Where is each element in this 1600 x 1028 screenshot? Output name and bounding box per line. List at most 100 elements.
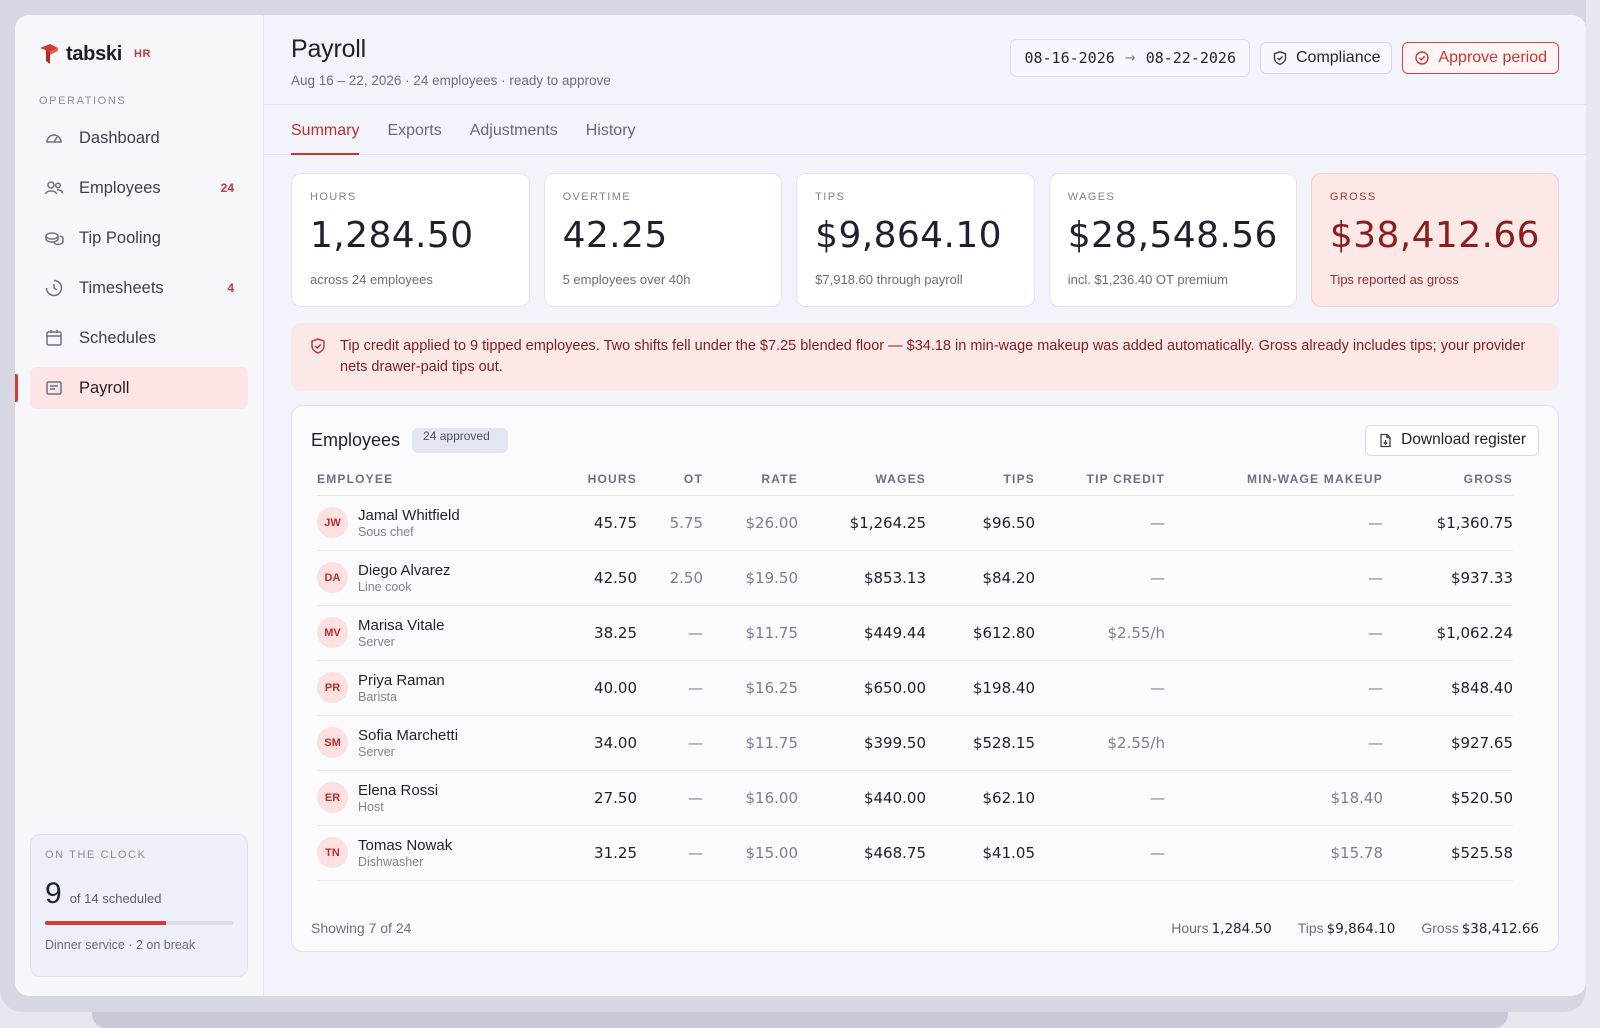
sidebar-item-schedules[interactable]: Schedules: [30, 317, 248, 359]
employees-panel-header: Employees 24 approved Download register: [292, 406, 1558, 456]
table-header-row: EMPLOYEE HOURS OT RATE WAGES TIPS TIP CR…: [317, 471, 1513, 496]
date-range-picker[interactable]: 08-16-2026 → 08-22-2026: [1010, 39, 1250, 77]
employees-table: EMPLOYEE HOURS OT RATE WAGES TIPS TIP CR…: [317, 471, 1513, 881]
sidebar-item-timesheets[interactable]: Timesheets 4: [30, 267, 248, 309]
employee-info: SM Sofia Marchetti Server: [317, 727, 537, 759]
employee-name[interactable]: Marisa Vitale: [358, 616, 445, 634]
on-the-clock-count: 9 of 14 scheduled: [45, 877, 233, 911]
employee-info: TN Tomas Nowak Dishwasher: [317, 837, 537, 869]
employees-count-badge: 24: [220, 181, 234, 195]
tab-history[interactable]: History: [585, 122, 636, 139]
cell-gross: $927.65: [1383, 715, 1513, 771]
column-header-employee[interactable]: EMPLOYEE: [317, 471, 537, 496]
approve-period-button[interactable]: Approve period: [1402, 42, 1559, 74]
cell-tip-credit: —: [1035, 495, 1165, 551]
total-gross-label: Gross: [1421, 920, 1459, 936]
sidebar-item-employees[interactable]: Employees 24: [30, 167, 248, 209]
employee-text: Sofia Marchetti Server: [358, 727, 458, 759]
cell-gross: $937.33: [1383, 550, 1513, 606]
clocked-in-count: 9: [45, 877, 62, 910]
avatar: TN: [317, 837, 348, 868]
cell-ot: —: [637, 770, 703, 826]
employee-name[interactable]: Tomas Nowak: [358, 836, 453, 854]
employee-name[interactable]: Diego Alvarez: [358, 561, 451, 579]
showing-count: Showing 7 of 24: [311, 920, 412, 936]
employee-name[interactable]: Sofia Marchetti: [358, 726, 459, 744]
compliance-button[interactable]: Compliance: [1260, 42, 1393, 74]
main-content: Payroll Aug 16 – 22, 2026 · 24 employees…: [264, 15, 1586, 996]
sidebar-item-label: Employees: [79, 178, 161, 197]
column-header-gross[interactable]: GROSS: [1383, 471, 1513, 496]
tip-credit-alert: Tip credit applied to 9 tipped employees…: [291, 323, 1559, 391]
approved-badge: 24 approved: [412, 427, 509, 453]
date-end: 08-22-2026: [1145, 49, 1236, 67]
employee-name[interactable]: Priya Raman: [358, 671, 445, 689]
kpi-subtext: $7,918.60 through payroll: [815, 272, 963, 287]
employee-cell: JW Jamal Whitfield Sous chef: [317, 495, 537, 551]
on-the-clock-card: ON THE CLOCK 9 of 14 scheduled Dinner se…: [30, 834, 248, 977]
column-header-tip-credit[interactable]: TIP CREDIT: [1035, 471, 1165, 496]
employee-cell: PR Priya Raman Barista: [317, 660, 537, 716]
cell-ot: —: [637, 715, 703, 771]
column-header-wages[interactable]: WAGES: [798, 471, 926, 496]
employee-name[interactable]: Jamal Whitfield: [358, 506, 460, 524]
cell-wages: $440.00: [798, 770, 926, 826]
cell-wages: $468.75: [798, 825, 926, 881]
table-row[interactable]: SM Sofia Marchetti Server 34.00— $11.75 $399.…: [317, 715, 1513, 771]
avatar: JW: [317, 507, 348, 538]
avatar: ER: [317, 782, 348, 813]
column-header-ot[interactable]: OT: [637, 471, 703, 496]
employee-role: Server: [358, 634, 395, 649]
employee-cell: MV Marisa Vitale Server: [317, 605, 537, 661]
column-header-min-wage-makeup[interactable]: MIN-WAGE MAKEUP: [1165, 471, 1383, 496]
sidebar-item-dashboard[interactable]: Dashboard: [30, 117, 248, 159]
cell-gross: $848.40: [1383, 660, 1513, 716]
table-row[interactable]: JW Jamal Whitfield Sous chef 45.75 5.75 $26.0…: [317, 495, 1513, 551]
table-row[interactable]: DA Diego Alvarez Line cook 42.50 2.50 $19.50 $…: [317, 550, 1513, 606]
table-row[interactable]: PR Priya Raman Barista 40.00— $16.25 $650.00 $…: [317, 660, 1513, 716]
tab-exports[interactable]: Exports: [387, 122, 442, 139]
cell-tips: $84.20: [926, 550, 1035, 606]
tab-adjustments[interactable]: Adjustments: [469, 122, 558, 139]
employee-text: Priya Raman Barista: [358, 672, 445, 704]
kpi-label: OVERTIME: [562, 191, 632, 203]
table-totals: Hours 1,284.50 Tips $9,864.10 Gross $38,412…: [1171, 920, 1539, 937]
total-tips-value: $9,864.10: [1326, 921, 1396, 937]
kpi-overtime: OVERTIME 42.25 5 employees over 40h: [543, 173, 783, 307]
cell-tip-credit: —: [1035, 550, 1165, 606]
download-register-button[interactable]: Download register: [1365, 424, 1539, 456]
clock-progress-fill: [45, 921, 166, 925]
table-row[interactable]: MV Marisa Vitale Server 38.25— $11.75 $449.44…: [317, 605, 1513, 661]
employee-name[interactable]: Elena Rossi: [358, 781, 439, 799]
cell-tips: $198.40: [926, 660, 1035, 716]
total-tips-label: Tips: [1297, 920, 1324, 936]
column-header-tips[interactable]: TIPS: [926, 471, 1035, 496]
cell-rate: $16.25: [703, 660, 798, 716]
cell-tip-credit: $2.55/h: [1035, 605, 1165, 661]
cell-tips: $612.80: [926, 605, 1035, 661]
kpi-label: TIPS: [815, 191, 846, 203]
employee-cell: ER Elena Rossi Host: [317, 770, 537, 826]
cell-hours: 45.75: [537, 495, 637, 551]
column-header-hours[interactable]: HOURS: [537, 471, 637, 496]
scheduled-count: of 14 scheduled: [69, 891, 162, 906]
cell-makeup: $18.40: [1165, 770, 1383, 826]
tab-summary[interactable]: Summary: [291, 105, 360, 155]
column-header-rate[interactable]: RATE: [703, 471, 798, 496]
table-row[interactable]: ER Elena Rossi Host 27.50— $16.00 $440.00 $62.…: [317, 770, 1513, 826]
cell-hours: 31.25: [537, 825, 637, 881]
employee-info: ER Elena Rossi Host: [317, 782, 537, 814]
cell-tips: $528.15: [926, 715, 1035, 771]
employee-role: Host: [358, 799, 384, 814]
sidebar-item-payroll[interactable]: Payroll: [15, 367, 248, 409]
table-row[interactable]: TN Tomas Nowak Dishwasher 31.25— $15.00 $468.…: [317, 825, 1513, 881]
shield-check-icon: [1273, 51, 1287, 66]
file-download-icon: [1380, 433, 1391, 447]
brand[interactable]: tabski HR: [30, 39, 248, 69]
cell-ot: 2.50: [637, 550, 703, 606]
kpi-tips: TIPS $9,864.10 $7,918.60 through payroll: [796, 173, 1035, 307]
cell-rate: $15.00: [703, 825, 798, 881]
calendar-icon: [44, 328, 64, 348]
cell-hours: 38.25: [537, 605, 637, 661]
sidebar-item-tip-pooling[interactable]: Tip Pooling: [30, 217, 248, 259]
